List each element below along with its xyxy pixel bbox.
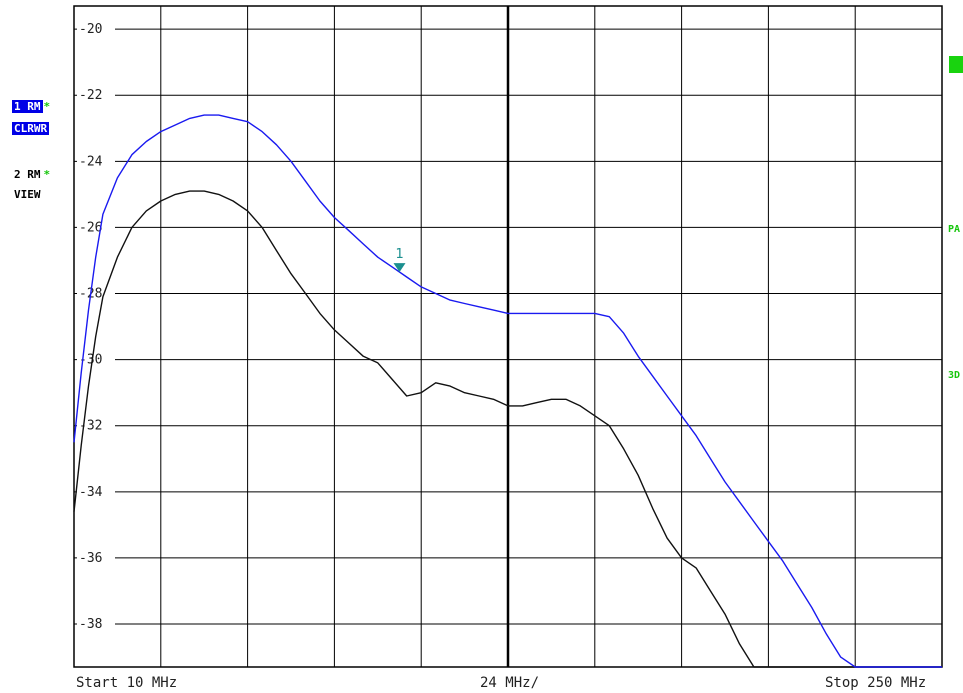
side-tag-pa: PA [948,224,961,235]
y-tick-label-bg [77,549,115,565]
y-tick-label-bg [77,616,115,632]
side-tag-3d: 3D [948,370,961,381]
trace-1-mode-label: CLRWR [12,122,50,135]
marker-1-triangle [393,263,406,273]
x-start-label: Start 10 MHz [76,675,178,691]
trace-1-star: * [43,100,51,113]
trace-2-name: 2 RM [14,168,41,181]
y-tick-label-bg [77,153,115,169]
y-tick-label: -30 [79,353,102,368]
x-stop-label: Stop 250 MHz [825,675,927,691]
y-tick-label-bg [77,87,115,103]
y-tick-label: -38 [79,617,102,632]
y-tick-label-bg [77,483,115,499]
marker-1-label: 1 [396,247,404,262]
trace-1-name: 1 RM [12,100,43,113]
trace-1-line [73,114,942,668]
y-tick-label: -32 [79,419,102,434]
x-div-label: 24 MHz/ [480,675,540,691]
trace-2-star: * [43,168,51,181]
y-tick-label: -20 [79,22,102,37]
y-tick-label: -36 [79,551,102,566]
trace-2-line [73,190,942,668]
y-tick-label-bg [77,351,115,367]
trace-1-mode: CLRWR [12,122,50,135]
y-tick-label-bg [77,21,115,37]
y-tick-label: -26 [79,220,102,235]
trace-2-name-label: 2 RM * [12,168,50,181]
y-tick-label: -34 [79,485,103,500]
y-tick-label: -24 [79,154,103,169]
status-indicator-box [949,56,963,73]
trace-1-name-label: 1 RM * [12,100,50,113]
y-tick-label-bg [77,219,115,235]
trace-2-mode-label: VIEW [12,188,43,201]
y-tick-label-bg [77,417,115,433]
y-tick-label: -22 [79,88,102,103]
trace-2-mode: VIEW [14,188,41,201]
